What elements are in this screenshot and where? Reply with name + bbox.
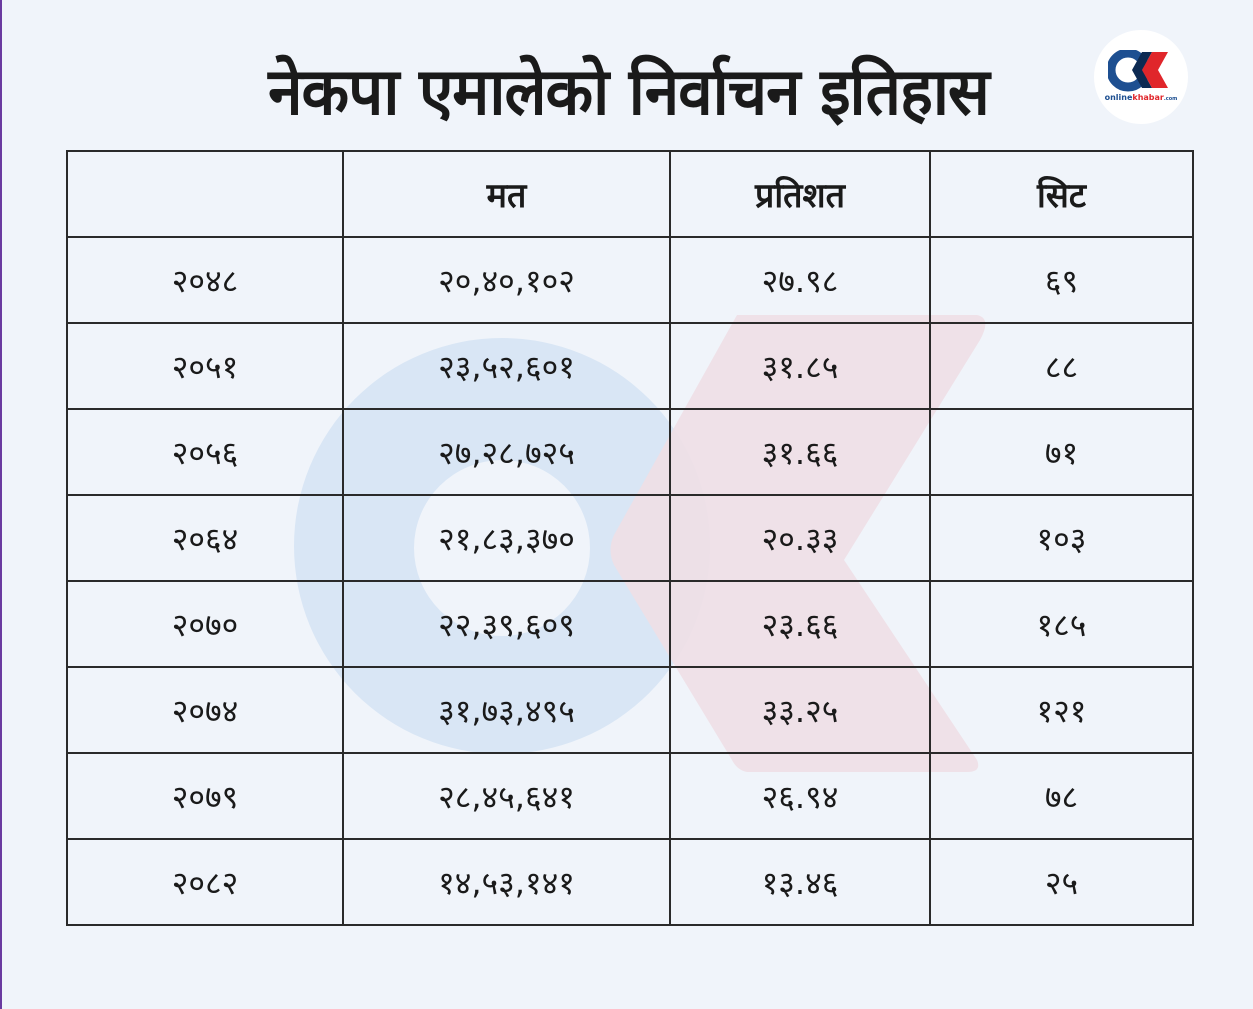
- votes-cell: २३,५२,६०१: [342, 322, 671, 410]
- onlinekhabar-logo: onlinekhabar.com: [1094, 30, 1188, 124]
- table-row: २०८२ १४,५३,१४१ १३.४६ २५: [66, 838, 1194, 926]
- table-row: २०६४ २१,८३,३७० २०.३३ १०३: [66, 494, 1194, 582]
- votes-cell: ३१,७३,४९५: [342, 666, 671, 754]
- ok-logo-icon: [1108, 50, 1168, 92]
- year-cell: २०६४: [66, 494, 344, 582]
- header-year: [66, 150, 344, 238]
- table-header-row: मत प्रतिशत सिट: [66, 150, 1194, 238]
- year-cell: २०७९: [66, 752, 344, 840]
- year-cell: २०८२: [66, 838, 344, 926]
- percent-cell: २०.३३: [669, 494, 931, 582]
- seats-cell: २५: [929, 838, 1194, 926]
- year-cell: २०७०: [66, 580, 344, 668]
- header-votes: मत: [342, 150, 671, 238]
- votes-cell: २१,८३,३७०: [342, 494, 671, 582]
- votes-cell: १४,५३,१४१: [342, 838, 671, 926]
- votes-cell: २८,४५,६४१: [342, 752, 671, 840]
- table-row: २०४८ २०,४०,१०२ २७.९८ ६९: [66, 236, 1194, 324]
- percent-cell: २६.९४: [669, 752, 931, 840]
- year-cell: २०७४: [66, 666, 344, 754]
- table-row: २०५६ २७,२८,७२५ ३१.६६ ७१: [66, 408, 1194, 496]
- percent-cell: १३.४६: [669, 838, 931, 926]
- table-row: २०७९ २८,४५,६४१ २६.९४ ७८: [66, 752, 1194, 840]
- table-row: २०७० २२,३९,६०९ २३.६६ १८५: [66, 580, 1194, 668]
- votes-cell: २७,२८,७२५: [342, 408, 671, 496]
- percent-cell: ३३.२५: [669, 666, 931, 754]
- seats-cell: १८५: [929, 580, 1194, 668]
- table-row: २०५१ २३,५२,६०१ ३१.८५ ८८: [66, 322, 1194, 410]
- year-cell: २०५१: [66, 322, 344, 410]
- seats-cell: ६९: [929, 236, 1194, 324]
- votes-cell: २०,४०,१०२: [342, 236, 671, 324]
- percent-cell: २७.९८: [669, 236, 931, 324]
- percent-cell: ३१.८५: [669, 322, 931, 410]
- percent-cell: ३१.६६: [669, 408, 931, 496]
- page-title: नेकपा एमालेको निर्वाचन इतिहास: [268, 53, 990, 130]
- seats-cell: १२१: [929, 666, 1194, 754]
- percent-cell: २३.६६: [669, 580, 931, 668]
- year-cell: २०४८: [66, 236, 344, 324]
- year-cell: २०५६: [66, 408, 344, 496]
- table-row: २०७४ ३१,७३,४९५ ३३.२५ १२१: [66, 666, 1194, 754]
- seats-cell: ८८: [929, 322, 1194, 410]
- election-history-table: मत प्रतिशत सिट २०४८ २०,४०,१०२ २७.९८ ६९ २०५१ २…: [66, 150, 1194, 926]
- header-seats: सिट: [929, 150, 1194, 238]
- seats-cell: १०३: [929, 494, 1194, 582]
- seats-cell: ७८: [929, 752, 1194, 840]
- votes-cell: २२,३९,६०९: [342, 580, 671, 668]
- seats-cell: ७१: [929, 408, 1194, 496]
- header-percent: प्रतिशत: [669, 150, 931, 238]
